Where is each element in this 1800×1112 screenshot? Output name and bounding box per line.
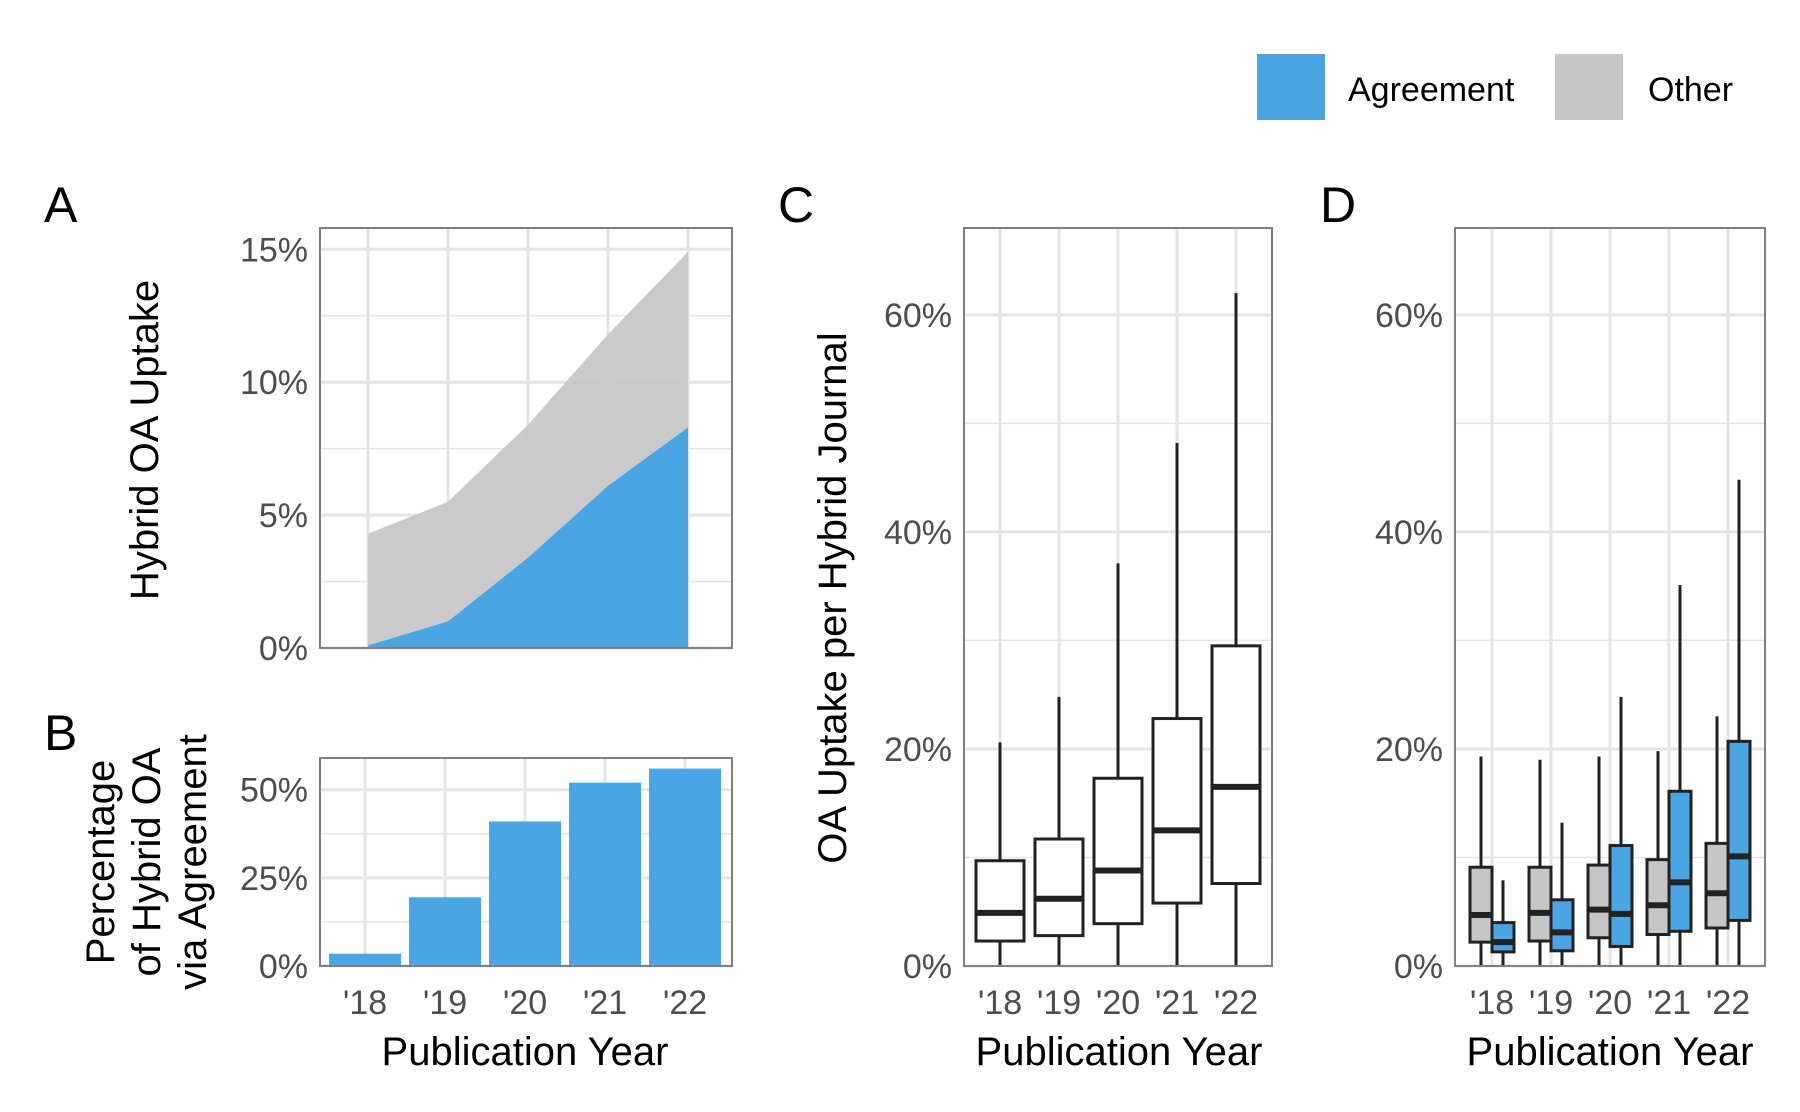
panel-d-x-tick-label: '21 [1647, 984, 1691, 1022]
panel-d-agreement-box [1490, 921, 1516, 954]
panel-c-box [1033, 837, 1085, 938]
panel-b-bar [489, 821, 561, 966]
panel-b-bar-chart: 0% 25% 50% '18 '19 '20 '21 '22 [240, 757, 733, 1022]
panel-d-other-box [1527, 865, 1553, 943]
panel-c-box [1151, 717, 1203, 905]
panel-a-y-axis-title: Hybrid OA Uptake [123, 280, 167, 600]
panel-c-panel-border [963, 227, 1273, 967]
panel-b-y-axis-title-line-3: via Agreement [171, 734, 215, 990]
panel-d-other-box [1468, 865, 1494, 944]
legend: Agreement Other [1257, 54, 1733, 120]
panel-d-y-tick-label: 20% [1375, 731, 1443, 769]
panel-b-panel-border [319, 757, 733, 967]
panel-a-area-agreement [368, 427, 688, 648]
panel-d-other-box [1704, 841, 1730, 930]
panel-c-y-tick-label: 20% [884, 731, 952, 769]
panel-c-box [974, 859, 1026, 943]
panel-b-x-tick-label: '20 [503, 984, 547, 1022]
panel-d-x-tick-label: '18 [1470, 984, 1514, 1022]
legend-label-other: Other [1648, 71, 1733, 109]
panel-d-y-tick-label: 0% [1394, 948, 1443, 986]
panel-c-x-tick-label: '22 [1214, 984, 1258, 1022]
panel-b-x-tick-label: '22 [663, 984, 707, 1022]
panel-a-panel-border [319, 227, 733, 649]
panel-d-box-chart: 0% 20% 40% 60% '18 '19 '20 '21 '22 [1375, 227, 1766, 1022]
panel-c-x-tick-label: '18 [978, 984, 1022, 1022]
panel-tag-a: A [44, 177, 78, 233]
panel-b-x-axis-title: Publication Year [382, 1030, 669, 1074]
panel-d-panel-border [1454, 227, 1766, 967]
panel-b-bar [409, 897, 481, 966]
legend-swatch-other [1555, 54, 1623, 120]
panel-a-y-tick-label: 15% [240, 231, 308, 269]
legend-label-agreement: Agreement [1348, 71, 1515, 109]
panel-a-y-tick-label: 5% [259, 497, 308, 535]
panel-d-x-tick-label: '19 [1529, 984, 1573, 1022]
panel-b-y-tick-label: 0% [259, 948, 308, 986]
panel-c-x-axis-title: Publication Year [976, 1030, 1263, 1074]
panel-a-area-other [368, 251, 688, 646]
panel-d-x-tick-label: '20 [1588, 984, 1632, 1022]
panel-c-box [1210, 644, 1262, 886]
panel-c-y-tick-label: 60% [884, 297, 952, 335]
panel-d-y-tick-label: 40% [1375, 514, 1443, 552]
panel-d-y-tick-label: 60% [1375, 297, 1443, 335]
panel-c-box-chart: 0% 20% 40% 60% '18 '19 '20 '21 '22 [884, 227, 1273, 1022]
panel-c-box [1092, 776, 1144, 926]
panel-b-y-axis-title-line-2: of Hybrid OA [125, 747, 169, 976]
panel-c-y-axis-title: OA Uptake per Hybrid Journal [811, 332, 855, 863]
panel-b-y-tick-label: 50% [240, 772, 308, 810]
panel-d-agreement-box [1608, 844, 1634, 948]
panel-c-x-tick-label: '19 [1037, 984, 1081, 1022]
panel-tag-b: B [44, 705, 77, 761]
panel-b-y-tick-label: 25% [240, 860, 308, 898]
panel-c-y-tick-label: 0% [903, 948, 952, 986]
panel-a-area-chart: 0% 5% 10% 15% [240, 227, 733, 668]
panel-b-y-axis-title-line-1: Percentage [79, 760, 123, 965]
panel-d-other-box [1645, 858, 1671, 937]
panel-d-x-tick-label: '22 [1706, 984, 1750, 1022]
panel-b-bar [649, 768, 721, 966]
panel-c-x-tick-label: '21 [1155, 984, 1199, 1022]
panel-tag-c: C [778, 177, 814, 233]
panel-b-x-tick-label: '18 [343, 984, 387, 1022]
panel-d-x-axis-title: Publication Year [1467, 1030, 1754, 1074]
panel-a-y-tick-label: 10% [240, 364, 308, 402]
panel-d-agreement-box [1726, 739, 1752, 922]
panel-b-bar [569, 782, 641, 966]
panel-b-x-tick-label: '19 [423, 984, 467, 1022]
panel-c-x-tick-label: '20 [1096, 984, 1140, 1022]
legend-swatch-agreement [1257, 54, 1325, 120]
panel-tag-d: D [1320, 177, 1356, 233]
panel-b-x-tick-label: '21 [583, 984, 627, 1022]
panel-b-bar [329, 953, 401, 966]
panel-c-y-tick-label: 40% [884, 514, 952, 552]
panel-a-y-tick-label: 0% [259, 630, 308, 668]
panel-d-other-box [1586, 863, 1612, 940]
panel-d-agreement-box [1549, 898, 1575, 953]
panel-d-agreement-box [1667, 789, 1693, 933]
